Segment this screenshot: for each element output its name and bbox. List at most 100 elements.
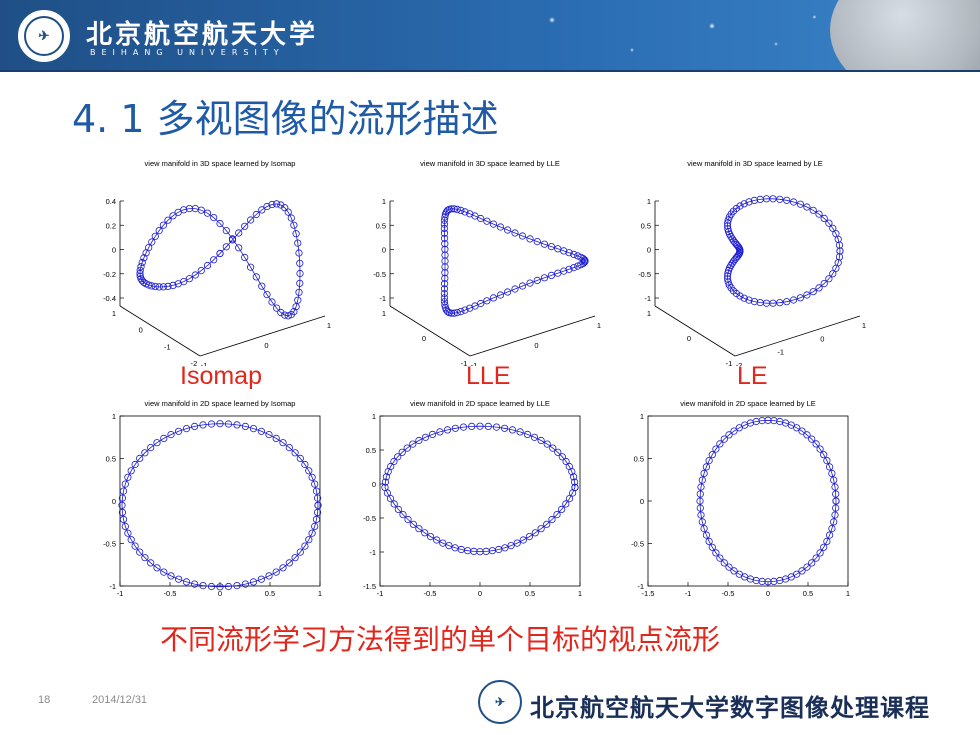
manifold-3d-point bbox=[185, 204, 194, 213]
manifold-3d-point bbox=[574, 262, 582, 270]
manifold-2d-point bbox=[409, 440, 417, 448]
manifold-2d-point bbox=[386, 495, 395, 503]
x-tick-label: -1 bbox=[377, 589, 384, 598]
manifold-2d-point bbox=[382, 473, 391, 481]
manifold-2d-point bbox=[820, 543, 828, 551]
manifold-3d-point bbox=[547, 243, 555, 251]
manifold-2d-point bbox=[698, 476, 706, 484]
y-tick-label: -0.5 bbox=[363, 514, 376, 523]
manifold-3d-point bbox=[457, 206, 465, 215]
manifold-2d-point bbox=[525, 533, 533, 541]
manifold-2d-point bbox=[451, 424, 460, 432]
z-tick-label: -1 bbox=[379, 294, 386, 303]
manifold-3d-point bbox=[829, 270, 837, 278]
z-tick-label: 0 bbox=[647, 246, 651, 255]
x-tick-label: 1 bbox=[846, 589, 850, 598]
manifold-3d-point bbox=[296, 269, 304, 278]
manifold-2d-point bbox=[531, 529, 539, 537]
manifold-3d-point bbox=[769, 195, 777, 203]
manifold-3d-point bbox=[518, 282, 527, 290]
y-axis bbox=[734, 315, 861, 357]
manifold-3d-point bbox=[241, 253, 249, 262]
manifold-2d-point bbox=[131, 460, 139, 469]
manifold-2d-point bbox=[708, 543, 716, 551]
manifold-2d-point bbox=[285, 559, 293, 567]
manifold-3d-point bbox=[216, 219, 224, 228]
manifold-2d-point bbox=[398, 448, 406, 456]
manifold-3d-point bbox=[252, 210, 260, 219]
manifold-3d-point bbox=[750, 196, 758, 205]
manifold-2d-point bbox=[233, 582, 241, 590]
manifold-2d-point bbox=[712, 549, 720, 557]
manifold-2d-point bbox=[207, 420, 216, 428]
manifold-3d-point bbox=[518, 232, 527, 240]
manifold-3d-point bbox=[547, 271, 555, 280]
manifold-2d-point bbox=[312, 515, 321, 524]
manifold-3d-point bbox=[191, 204, 199, 213]
manifold-3d-point bbox=[296, 259, 304, 267]
manifold-2d-point bbox=[443, 426, 452, 434]
manifold-3d-point bbox=[138, 258, 146, 267]
manifold-2d-point bbox=[720, 559, 728, 567]
manifold-2d-point bbox=[770, 416, 778, 425]
manifold-2d-point bbox=[249, 424, 258, 433]
manifold-2d-point bbox=[712, 445, 720, 453]
slide-date: 2014/12/31 bbox=[92, 694, 148, 706]
manifold-3d-point bbox=[295, 288, 303, 296]
manifold-3d-point bbox=[815, 210, 823, 218]
x-tick-label: 0.5 bbox=[525, 589, 535, 598]
manifold-3d-point bbox=[284, 312, 292, 320]
manifold-2d-point bbox=[823, 537, 831, 545]
plot-2d-lle-svg: view manifold in 2D space learned by LLE… bbox=[363, 399, 582, 598]
manifold-2d-point bbox=[508, 426, 517, 434]
manifold-3d-point bbox=[174, 208, 182, 216]
manifold-2d-point bbox=[285, 443, 293, 452]
manifold-2d-point bbox=[428, 430, 437, 439]
manifold-2d-point bbox=[175, 575, 183, 583]
manifold-3d-point bbox=[252, 273, 260, 281]
manifold-3d-point bbox=[440, 229, 449, 237]
manifold-3d-point bbox=[736, 292, 744, 300]
plot-2d-isomap: view manifold in 2D space learned by Iso… bbox=[90, 396, 340, 606]
z-tick-label: 0.5 bbox=[376, 221, 386, 230]
manifold-2d-point bbox=[167, 430, 175, 439]
manifold-3d-line bbox=[727, 198, 841, 304]
manifold-3d-point bbox=[736, 202, 744, 210]
z-tick-label: 0 bbox=[112, 246, 116, 255]
manifold-2d-point bbox=[311, 522, 319, 530]
manifold-2d-point bbox=[427, 533, 435, 541]
manifold-2d-point bbox=[147, 443, 155, 452]
y-tick-label: 1 bbox=[327, 321, 331, 330]
manifold-2d-point bbox=[570, 473, 578, 481]
university-seal-icon: ✈ bbox=[24, 16, 64, 56]
manifold-2d-point bbox=[305, 536, 313, 544]
manifold-2d-point bbox=[383, 489, 392, 497]
x-tick-label: 0 bbox=[218, 589, 222, 598]
manifold-3d-point bbox=[440, 285, 449, 293]
manifold-2d-point bbox=[830, 476, 838, 484]
manifold-2d-point bbox=[720, 435, 728, 443]
y-tick-label: 0 bbox=[640, 497, 644, 506]
manifold-3d-point bbox=[441, 245, 449, 253]
y-tick-label: -1 bbox=[109, 582, 116, 591]
y-axis bbox=[469, 315, 596, 357]
manifold-3d-point bbox=[809, 206, 817, 214]
manifold-3d-point bbox=[277, 201, 285, 209]
manifold-3d-point bbox=[820, 214, 828, 223]
manifold-2d-point bbox=[716, 440, 724, 448]
manifold-2d-point bbox=[291, 449, 299, 457]
manifold-2d-point bbox=[167, 572, 175, 580]
manifold-2d-point bbox=[119, 515, 128, 524]
manifold-2d-point bbox=[700, 469, 708, 478]
y-tick-label: -1 bbox=[637, 582, 644, 591]
manifold-2d-point bbox=[798, 567, 806, 575]
x-tick-label: 1 bbox=[112, 309, 116, 318]
manifold-3d-point bbox=[496, 291, 505, 299]
page-number: 18 bbox=[38, 694, 51, 706]
manifold-2d-point bbox=[507, 542, 515, 550]
slide-caption: 不同流形学习方法得到的单个目标的视点流形 bbox=[160, 623, 721, 656]
manifold-2d-point bbox=[279, 564, 287, 572]
x-tick-label: -0.5 bbox=[164, 589, 177, 598]
manifold-3d-point bbox=[151, 232, 159, 240]
manifold-3d-point bbox=[756, 299, 764, 307]
